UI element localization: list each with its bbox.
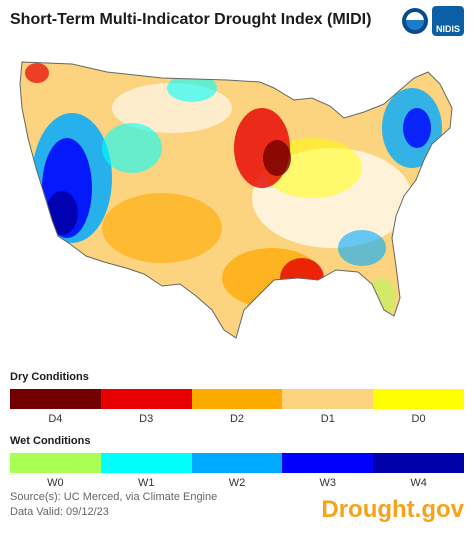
- legend-label-d4: D4: [48, 413, 63, 425]
- legend-swatch-w1: [100, 453, 192, 473]
- noaa-logo-icon: [402, 8, 428, 34]
- dry-conditions-label: Dry Conditions: [10, 371, 89, 383]
- legend-label-d3: D3: [139, 413, 154, 425]
- legend-w0: W0: [10, 453, 101, 489]
- legend-d2: D2: [191, 389, 283, 425]
- legend-label-w2: W2: [228, 477, 246, 489]
- data-valid-text: Data Valid: 09/12/23: [10, 506, 109, 518]
- legend-label-d1: D1: [320, 413, 335, 425]
- us-outline: [19, 61, 453, 339]
- drought-gov-link[interactable]: Drought.gov: [321, 496, 464, 523]
- source-text: Source(s): UC Merced, via Climate Engine: [10, 491, 218, 503]
- nidis-logo: NIDIS: [432, 6, 464, 36]
- logos: NIDIS: [402, 6, 464, 36]
- legend-label-w1: W1: [137, 477, 155, 489]
- map-title: Short-Term Multi-Indicator Drought Index…: [10, 11, 372, 28]
- legend-swatch-d4: [10, 389, 101, 409]
- dry-legend: D4 D3 D2 D1 D0: [10, 389, 464, 425]
- legend-label-w3: W3: [319, 477, 337, 489]
- legend-d0: D0: [373, 389, 464, 425]
- legend-swatch-w2: [191, 453, 283, 473]
- legend-w3: W3: [282, 453, 374, 489]
- wet-legend: W0 W1 W2 W3 W4: [10, 453, 464, 489]
- legend-swatch-w3: [282, 453, 374, 473]
- legend-label-d0: D0: [411, 413, 426, 425]
- legend-label-w0: W0: [47, 477, 64, 489]
- legend-swatch-w0: [10, 453, 101, 473]
- legend-w1: W1: [100, 453, 192, 489]
- legend-swatch-d3: [100, 389, 192, 409]
- legend-w2: W2: [191, 453, 283, 489]
- legend-label-d2: D2: [229, 413, 245, 425]
- legend-label-w4: W4: [410, 477, 427, 489]
- legend-swatch-w4: [373, 453, 464, 473]
- legend-d3: D3: [100, 389, 192, 425]
- legend-w4: W4: [373, 453, 464, 489]
- legend-swatch-d2: [191, 389, 283, 409]
- legend-swatch-d0: [373, 389, 464, 409]
- legend-swatch-d1: [282, 389, 374, 409]
- legend-d1: D1: [282, 389, 374, 425]
- source-block: Source(s): UC Merced, via Climate Engine…: [10, 490, 217, 520]
- wet-conditions-label: Wet Conditions: [10, 435, 91, 447]
- drought-map: [19, 61, 453, 339]
- legend-d4: D4: [10, 389, 101, 425]
